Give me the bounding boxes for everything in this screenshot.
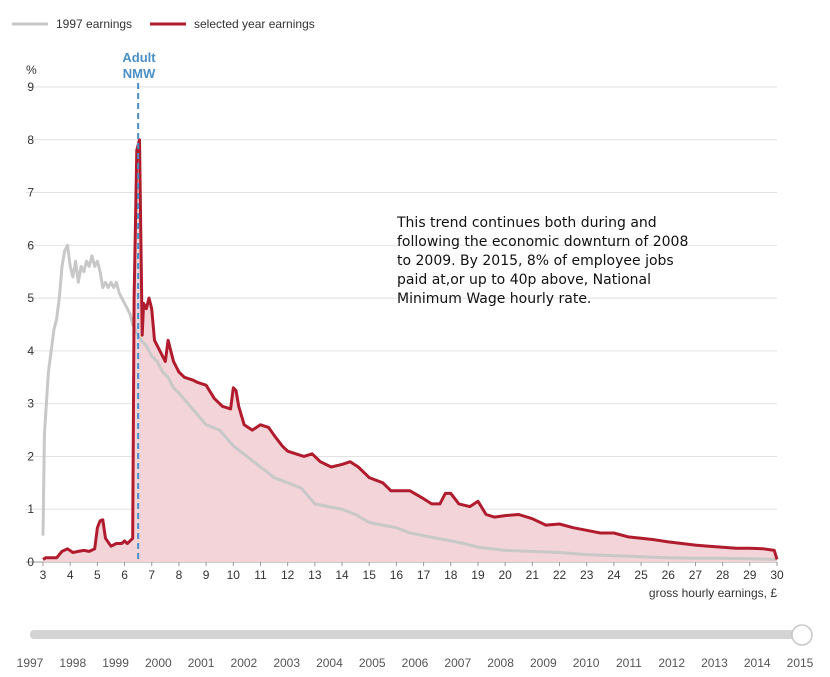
x-tick-label: 5 (94, 568, 101, 582)
legend-label-selected: selected year earnings (194, 17, 315, 31)
plot-area (41, 83, 779, 563)
year-label[interactable]: 2006 (402, 656, 429, 670)
x-tick-label: 24 (607, 568, 621, 582)
nmw-label-line1: Adult (122, 50, 156, 65)
year-label[interactable]: 2015 (787, 656, 814, 670)
x-tick-label: 7 (148, 568, 155, 582)
y-tick-label: 6 (27, 238, 34, 252)
x-tick-label: 29 (743, 568, 757, 582)
year-label[interactable]: 2014 (744, 656, 771, 670)
x-tick-label: 21 (526, 568, 540, 582)
legend: 1997 earnings selected year earnings (12, 17, 315, 31)
x-tick-label: 6 (121, 568, 128, 582)
year-labels: 1997 1998 1999 2000 2001 2002 2003 2004 2005 2006… (17, 656, 814, 670)
x-tick-label: 10 (227, 568, 241, 582)
year-label[interactable]: 1999 (102, 656, 129, 670)
x-tick-label: 27 (689, 568, 703, 582)
y-tick-label: 4 (27, 344, 34, 358)
year-label[interactable]: 2012 (658, 656, 685, 670)
x-tick-label: 8 (176, 568, 183, 582)
x-tick-label: 22 (553, 568, 567, 582)
x-tick-label: 26 (662, 568, 676, 582)
x-tick-label: 28 (716, 568, 730, 582)
x-axis-label: gross hourly earnings, £ (649, 586, 777, 600)
x-tick-label: 12 (281, 568, 295, 582)
x-tick-label: 14 (335, 568, 349, 582)
x-tick-label: 15 (363, 568, 377, 582)
y-tick-label: 8 (27, 133, 34, 147)
year-label[interactable]: 2010 (573, 656, 600, 670)
y-tick-label: 9 (27, 80, 34, 94)
year-label[interactable]: 2004 (316, 656, 343, 670)
x-tick-label: 20 (498, 568, 512, 582)
slider-handle[interactable] (791, 624, 813, 646)
y-axis-label: % (26, 63, 37, 77)
x-tick-label: 18 (444, 568, 458, 582)
year-label[interactable]: 2011 (616, 656, 642, 670)
year-label[interactable]: 2013 (701, 656, 728, 670)
y-tick-label: 2 (27, 449, 34, 463)
year-label[interactable]: 1997 (17, 656, 44, 670)
x-tick-label: 17 (417, 568, 431, 582)
x-tick-label: 16 (390, 568, 404, 582)
y-tick-label: 0 (27, 555, 34, 569)
x-tick-label: 19 (471, 568, 485, 582)
x-tick-label: 11 (254, 568, 267, 582)
x-tick-label: 25 (634, 568, 648, 582)
annotation-text: This trend continues both during and fol… (397, 215, 689, 307)
selected-year-area (43, 139, 777, 563)
series-selected-year-line (42, 138, 779, 561)
year-label[interactable]: 2003 (273, 656, 300, 670)
year-label[interactable]: 2009 (530, 656, 557, 670)
series-1997-line (41, 243, 778, 561)
y-tick-label: 7 (27, 186, 34, 200)
y-tick-label: 3 (27, 397, 34, 411)
year-label[interactable]: 1998 (59, 656, 86, 670)
y-tick-label: 1 (27, 502, 34, 516)
year-label[interactable]: 2001 (188, 656, 215, 670)
x-tick-label: 9 (203, 568, 210, 582)
year-label[interactable]: 2002 (231, 656, 258, 670)
x-tick-label: 23 (580, 568, 594, 582)
x-tick-label: 13 (308, 568, 322, 582)
year-label[interactable]: 2005 (359, 656, 386, 670)
nmw-label-line2: NMW (123, 66, 156, 81)
y-axis: 0 1 2 3 4 5 6 7 8 9 (27, 80, 34, 569)
x-tick-label: 4 (67, 568, 74, 582)
x-axis: 3 4 5 6 7 8 9 10 11 12 13 14 15 16 17 18 19 20 21 22 23 24 25 2… (40, 562, 784, 582)
y-tick-label: 5 (27, 291, 34, 305)
year-label[interactable]: 2008 (487, 656, 514, 670)
year-label[interactable]: 2000 (145, 656, 172, 670)
slider-track[interactable] (30, 630, 802, 639)
x-tick-label: 3 (40, 568, 47, 582)
year-label[interactable]: 2007 (444, 656, 471, 670)
legend-label-1997: 1997 earnings (56, 17, 132, 31)
x-tick-label: 30 (770, 568, 784, 582)
year-slider[interactable] (30, 624, 813, 646)
